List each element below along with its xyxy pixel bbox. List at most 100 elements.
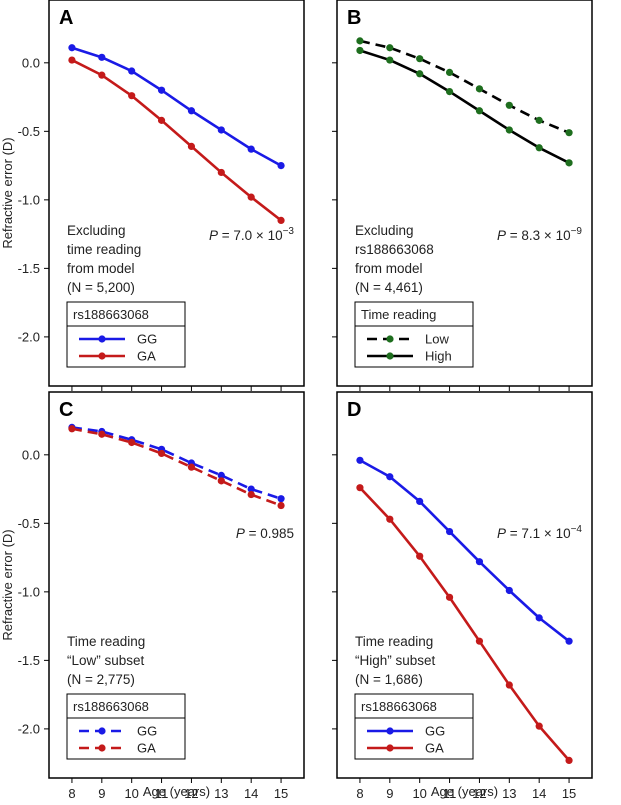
- x-tick-label: 12: [472, 786, 486, 800]
- panel-frame: [48, 391, 305, 779]
- x-tick-label: 15: [562, 786, 576, 800]
- annotation-line: “High” subset: [355, 653, 436, 668]
- legend-label-ga: GA: [425, 741, 444, 756]
- data-point-gg: [475, 558, 484, 566]
- p-value-exponent: −4: [571, 524, 583, 535]
- series-line-gg: [359, 459, 570, 643]
- p-value-exponent: −3: [283, 226, 295, 237]
- data-point-gg: [98, 53, 106, 61]
- x-tick-label: 10: [412, 786, 426, 800]
- data-point-high: [445, 87, 454, 96]
- data-point-high: [386, 56, 394, 64]
- data-point-low: [565, 129, 573, 137]
- annotation-line: (N = 5,200): [67, 280, 135, 295]
- y-tick-label: -1.5: [18, 653, 40, 668]
- panel-letter: A: [59, 7, 73, 29]
- annotation-line: time reading: [67, 242, 141, 257]
- legend-swatch-marker-ga: [98, 352, 106, 360]
- data-point-ga: [98, 71, 106, 79]
- annotation-line: (N = 1,686): [355, 672, 423, 687]
- data-point-low: [475, 85, 484, 93]
- p-value-text: = 0.985: [245, 526, 294, 541]
- panel-c: C 0.0 -0.5 -1.0 -1.5 -2.0 8 9 10 11 12 13 14 15 Time r…: [18, 391, 305, 801]
- y-tick-label: -2.0: [18, 329, 40, 344]
- data-point-ga: [565, 756, 573, 765]
- p-value-symbol: P: [497, 526, 506, 541]
- data-point-gg: [217, 126, 225, 134]
- data-point-ga: [128, 438, 136, 447]
- series-line-ga: [358, 486, 571, 762]
- legend-title: rs188663068: [361, 699, 437, 714]
- p-value-text: = 8.3 × 10: [506, 228, 571, 243]
- data-point-gg: [535, 614, 543, 622]
- data-point-ga: [277, 216, 285, 225]
- panel-frame: [336, 0, 593, 387]
- data-point-gg: [128, 67, 136, 75]
- data-point-high: [475, 107, 484, 115]
- data-point-low: [535, 116, 543, 124]
- x-tick-label: 10: [124, 786, 138, 800]
- series-line-high: [359, 49, 570, 165]
- series-line-ga: [71, 58, 282, 222]
- y-tick-label: -2.0: [18, 721, 40, 736]
- series-line-ga: [71, 427, 282, 507]
- data-point-ga: [98, 430, 106, 438]
- panel-letter: C: [59, 399, 73, 421]
- x-tick-label: 14: [244, 786, 258, 800]
- legend-label-gg: GG: [137, 332, 157, 347]
- panel-letter: B: [347, 7, 361, 29]
- x-tick-label: 8: [68, 786, 75, 800]
- annotation-line: (N = 4,461): [355, 280, 423, 295]
- p-value: P = 7.1 × 10−4: [497, 524, 582, 541]
- data-point-gg: [187, 107, 196, 115]
- legend-swatch-marker-ga: [386, 744, 394, 752]
- data-point-gg: [416, 497, 424, 506]
- legend-label-ga: GA: [137, 741, 156, 756]
- data-point-high: [356, 46, 364, 55]
- data-point-ga: [356, 484, 364, 492]
- data-point-gg: [157, 86, 166, 94]
- legend-label-ga: GA: [137, 349, 156, 364]
- series-line-gg: [71, 46, 282, 167]
- x-tick-label: 12: [184, 786, 198, 800]
- x-tick-label: 14: [532, 786, 546, 800]
- annotation-line: Time reading: [67, 634, 145, 649]
- x-axis-title: Age (years): [431, 784, 498, 799]
- data-point-gg: [247, 485, 255, 493]
- data-point-low: [356, 37, 364, 45]
- p-value-text: = 7.0 × 10: [218, 228, 283, 243]
- legend-swatch-marker-high: [386, 352, 394, 360]
- y-tick-label: -0.5: [18, 124, 40, 139]
- annotation-line: (N = 2,775): [67, 672, 135, 687]
- annotation-line: from model: [355, 261, 423, 276]
- annotation-line: rs188663068: [355, 242, 434, 257]
- x-tick-label: 13: [502, 786, 516, 800]
- y-axis-title: Refractive error (D): [0, 137, 15, 248]
- data-point-gg: [247, 145, 255, 153]
- p-value: P = 7.0 × 10−3: [209, 226, 294, 243]
- p-value-symbol: P: [236, 526, 245, 541]
- data-point-ga: [475, 637, 484, 645]
- data-point-high: [416, 70, 424, 78]
- legend-swatch-marker-ga: [98, 744, 106, 752]
- data-point-ga: [68, 56, 76, 64]
- panel-frame: [48, 0, 305, 387]
- x-tick-label: 9: [386, 786, 393, 800]
- x-tick-label: 8: [356, 786, 363, 800]
- data-point-ga: [157, 116, 166, 124]
- panel-d: D 8 9 10 11 12 13 14 15 Time reading “High” subset…: [332, 391, 593, 801]
- y-tick-label: 0.0: [22, 55, 40, 70]
- data-point-gg: [565, 637, 573, 645]
- annotation-line: “Low” subset: [67, 653, 145, 668]
- data-point-high: [565, 159, 573, 167]
- y-tick-label: -1.0: [18, 584, 40, 599]
- data-point-ga: [187, 463, 196, 471]
- legend-title: rs188663068: [73, 307, 149, 322]
- p-value: P = 0.985: [236, 526, 294, 541]
- legend-swatch-marker-gg: [386, 727, 394, 735]
- data-point-gg: [217, 471, 225, 479]
- data-point-ga: [247, 490, 255, 499]
- data-point-ga: [217, 168, 225, 177]
